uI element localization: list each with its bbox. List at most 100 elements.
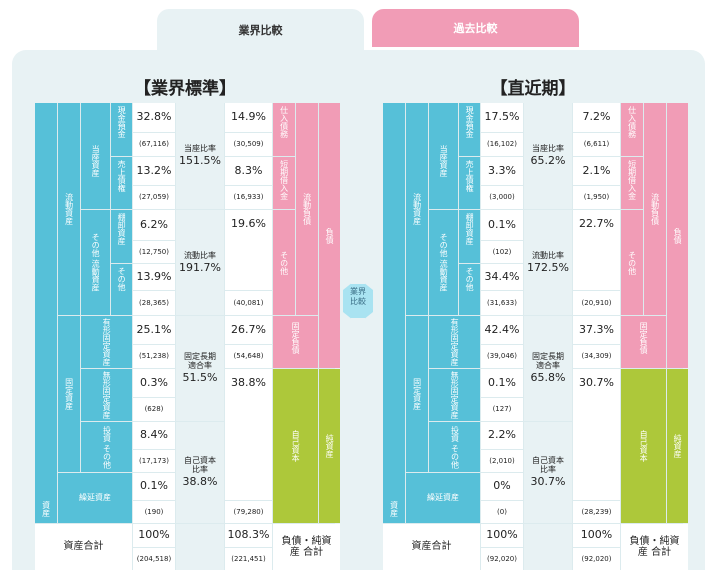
financial-ratio: 当座比率 151.5% (176, 103, 224, 209)
asset-pct: 13.9% (133, 264, 175, 290)
asset-pct: 32.8% (133, 103, 175, 132)
asset-pct: 42.4% (481, 316, 523, 344)
compare-label-2: 比較 (350, 297, 366, 306)
liability-amount: (28,239) (573, 501, 620, 523)
assets-header: 資産 (35, 103, 57, 523)
liability-pct: 37.3% (573, 316, 620, 344)
liability-amount: (30,509) (225, 133, 272, 156)
liability-item-label: 仕入債務 (621, 103, 643, 156)
liabilities-header: 負債 (319, 103, 340, 368)
ratio-label: 自己資本 比率 (184, 455, 216, 475)
asset-amount: (2,010) (481, 450, 523, 472)
asset-pct: 0% (481, 473, 523, 500)
liability-item-label: その他 (273, 210, 295, 315)
liability-pct: 8.3% (225, 157, 272, 185)
asset-pct: 0.1% (481, 210, 523, 240)
ratio-label: 流動比率 (184, 250, 216, 260)
fixed-liabilities-label: 固定負債 (273, 316, 318, 368)
quick-assets-header: 当座資産 (81, 103, 110, 209)
liability-amount: (1,950) (573, 186, 620, 209)
total-ratio-blank (176, 524, 224, 570)
other-current-assets-header: その他 流動資産 (81, 210, 110, 315)
ratio-value: 30.7% (530, 475, 566, 489)
asset-pct: 2.2% (481, 422, 523, 449)
total-assets-amount: (92,020) (481, 548, 523, 570)
total-liabilities-amount: (92,020) (573, 548, 620, 570)
asset-pct: 25.1% (133, 316, 175, 344)
ratio-value: 65.2% (530, 154, 566, 168)
asset-amount: (51,238) (133, 345, 175, 368)
total-liabilities-amount: (221,451) (225, 548, 272, 570)
total-liabilities-label: 負債・純資産 合計 (273, 524, 340, 570)
asset-pct: 0.1% (481, 369, 523, 397)
asset-amount: (67,116) (133, 133, 175, 156)
tab-label: 業界比較 (238, 24, 283, 37)
tab-label: 過去比較 (453, 22, 498, 35)
asset-item-label: 売上債権 (111, 157, 132, 209)
asset-item-label: 現金預金 (459, 103, 480, 156)
compare-label-1: 業界 (350, 287, 366, 296)
liability-amount: (16,933) (225, 186, 272, 209)
financial-ratio: 流動比率 191.7% (176, 210, 224, 315)
asset-item-label: その他 (459, 264, 480, 315)
liability-item-label: 短期借入金 (621, 157, 643, 209)
liability-pct: 26.7% (225, 316, 272, 344)
current-liabilities-header: 流動負債 (644, 103, 666, 315)
total-liabilities-label: 負債・純資産 合計 (621, 524, 688, 570)
financial-ratio: 自己資本 比率 30.7% (524, 422, 572, 523)
double-arrow-icon (343, 278, 373, 324)
net-assets-header: 純資産 (667, 369, 688, 523)
total-assets-pct: 100% (133, 524, 175, 547)
asset-item-label: 投資 その他 (429, 422, 480, 472)
asset-item-label: 棚卸資産 (459, 210, 480, 263)
asset-item-label: 無形固定資産 (429, 369, 480, 421)
liability-item-label: 仕入債務 (273, 103, 295, 156)
table-title: 【業界標準】 (134, 79, 236, 99)
total-liabilities-pct: 100% (573, 524, 620, 547)
ratio-value: 191.7% (179, 260, 221, 274)
current-liabilities-header: 流動負債 (296, 103, 318, 315)
industry-compare-button[interactable]: 業界 比較 (343, 278, 373, 324)
liability-amount: (6,611) (573, 133, 620, 156)
asset-item-label: 有形固定資産 (429, 316, 480, 368)
ratio-value: 172.5% (527, 260, 569, 274)
liability-item-label: その他 (621, 210, 643, 315)
table-title: 【直近期】 (490, 79, 576, 99)
asset-amount: (3,000) (481, 186, 523, 209)
ratio-value: 65.8% (530, 371, 566, 385)
tab-industry-comparison[interactable]: 業界比較 (157, 9, 364, 51)
liability-amount: (34,309) (573, 345, 620, 368)
balance-sheet-table: 資産 流動資産 当座資産 その他 流動資産 固定資産 現金預金 17.5% (16,102) 売… (383, 103, 688, 570)
tab-past-comparison[interactable]: 過去比較 (372, 9, 579, 47)
asset-amount: (17,173) (133, 450, 175, 472)
equity-label: 自己資本 (621, 369, 666, 523)
financial-ratio: 自己資本 比率 38.8% (176, 422, 224, 523)
asset-amount: (628) (133, 398, 175, 421)
total-liabilities-pct: 108.3% (225, 524, 272, 547)
asset-item-label: 有形固定資産 (81, 316, 132, 368)
fixed-assets-header: 固定資産 (58, 316, 80, 472)
asset-amount: (127) (481, 398, 523, 421)
fixed-assets-header: 固定資産 (406, 316, 428, 472)
asset-item-label: 現金預金 (111, 103, 132, 156)
asset-pct: 8.4% (133, 422, 175, 449)
ratio-label: 流動比率 (532, 250, 564, 260)
other-current-assets-header: その他 流動資産 (429, 210, 458, 315)
asset-pct: 34.4% (481, 264, 523, 290)
asset-item-label: 繰延資産 (58, 473, 132, 523)
ratio-value: 38.8% (182, 475, 218, 489)
equity-label: 自己資本 (273, 369, 318, 523)
ratio-label: 当座比率 (184, 144, 216, 154)
assets-header: 資産 (383, 103, 405, 523)
liability-amount: (54,648) (225, 345, 272, 368)
asset-pct: 0.1% (133, 473, 175, 500)
liability-item-label: 短期借入金 (273, 157, 295, 209)
asset-item-label: 繰延資産 (406, 473, 480, 523)
asset-item-label: その他 (111, 264, 132, 315)
financial-ratio: 当座比率 65.2% (524, 103, 572, 209)
quick-assets-header: 当座資産 (429, 103, 458, 209)
current-assets-header: 流動資産 (58, 103, 80, 315)
financial-ratio: 固定長期 適合率 51.5% (176, 316, 224, 421)
ratio-value: 51.5% (182, 371, 218, 385)
total-ratio-blank (524, 524, 572, 570)
